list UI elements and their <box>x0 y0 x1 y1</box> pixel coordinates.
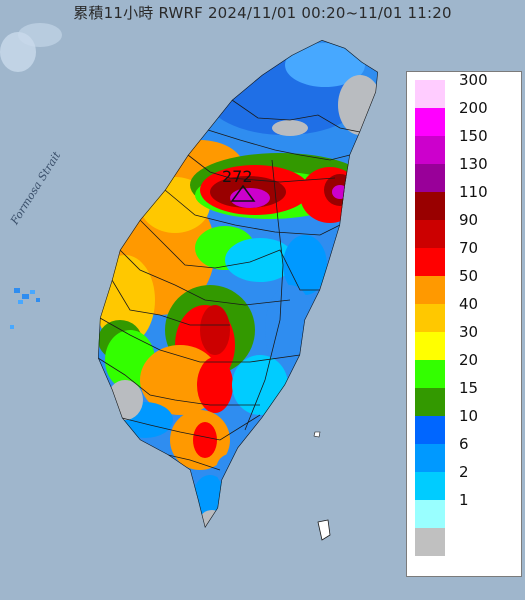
legend-label: 2 <box>459 463 469 481</box>
legend-swatch <box>415 192 445 220</box>
legend-swatch <box>415 164 445 192</box>
legend-row: 6 <box>407 435 521 472</box>
legend-row: 150 <box>407 127 521 164</box>
peak-marker <box>230 184 256 202</box>
legend-label: 200 <box>459 99 488 117</box>
legend-label: 110 <box>459 183 488 201</box>
legend-row: 70 <box>407 239 521 276</box>
legend-row: 30 <box>407 323 521 360</box>
legend-row: 50 <box>407 267 521 304</box>
legend-label: 150 <box>459 127 488 145</box>
legend-label: 90 <box>459 211 479 229</box>
legend-label: 6 <box>459 435 469 453</box>
legend-label: 130 <box>459 155 488 173</box>
legend-swatch <box>415 304 445 332</box>
legend-swatch <box>415 80 445 108</box>
legend-swatch <box>415 276 445 304</box>
legend-row: 130 <box>407 155 521 192</box>
legend-label: 300 <box>459 71 488 89</box>
legend-swatch <box>415 444 445 472</box>
legend-swatch <box>415 416 445 444</box>
legend-row: 1 <box>407 491 521 528</box>
legend-row: 40 <box>407 295 521 332</box>
legend-swatch <box>415 332 445 360</box>
offshore-islands <box>313 431 331 541</box>
legend-row: 110 <box>407 183 521 220</box>
legend-row: 15 <box>407 379 521 416</box>
legend-row: 300 <box>407 71 521 108</box>
legend-swatch <box>415 220 445 248</box>
taiwan-island <box>98 40 378 528</box>
legend-swatch <box>415 500 445 528</box>
rainfall-legend: 300 200 150 130 110 90 70 50 40 30 20 15 10 6 2 1 <box>406 71 522 577</box>
legend-label: 50 <box>459 267 479 285</box>
map-title: 累積11小時 RWRF 2024/11/01 00:20~11/01 11:20 <box>73 4 452 22</box>
legend-row: 90 <box>407 211 521 248</box>
legend-swatch <box>415 248 445 276</box>
legend-swatch <box>415 472 445 500</box>
legend-row: 20 <box>407 351 521 388</box>
legend-label: 70 <box>459 239 479 257</box>
legend-swatch <box>415 108 445 136</box>
legend-swatch <box>415 360 445 388</box>
legend-row: 200 <box>407 99 521 136</box>
legend-swatch <box>415 388 445 416</box>
peak-value-label: 272 <box>222 167 253 186</box>
legend-label: 15 <box>459 379 479 397</box>
legend-row <box>407 528 521 556</box>
legend-row: 2 <box>407 463 521 500</box>
sea-clutter <box>0 23 62 329</box>
legend-label: 20 <box>459 351 479 369</box>
legend-label: 10 <box>459 407 479 425</box>
legend-row: 10 <box>407 407 521 444</box>
legend-label: 1 <box>459 491 469 509</box>
legend-swatch <box>415 136 445 164</box>
legend-swatch <box>415 528 445 556</box>
legend-label: 30 <box>459 323 479 341</box>
legend-label: 40 <box>459 295 479 313</box>
